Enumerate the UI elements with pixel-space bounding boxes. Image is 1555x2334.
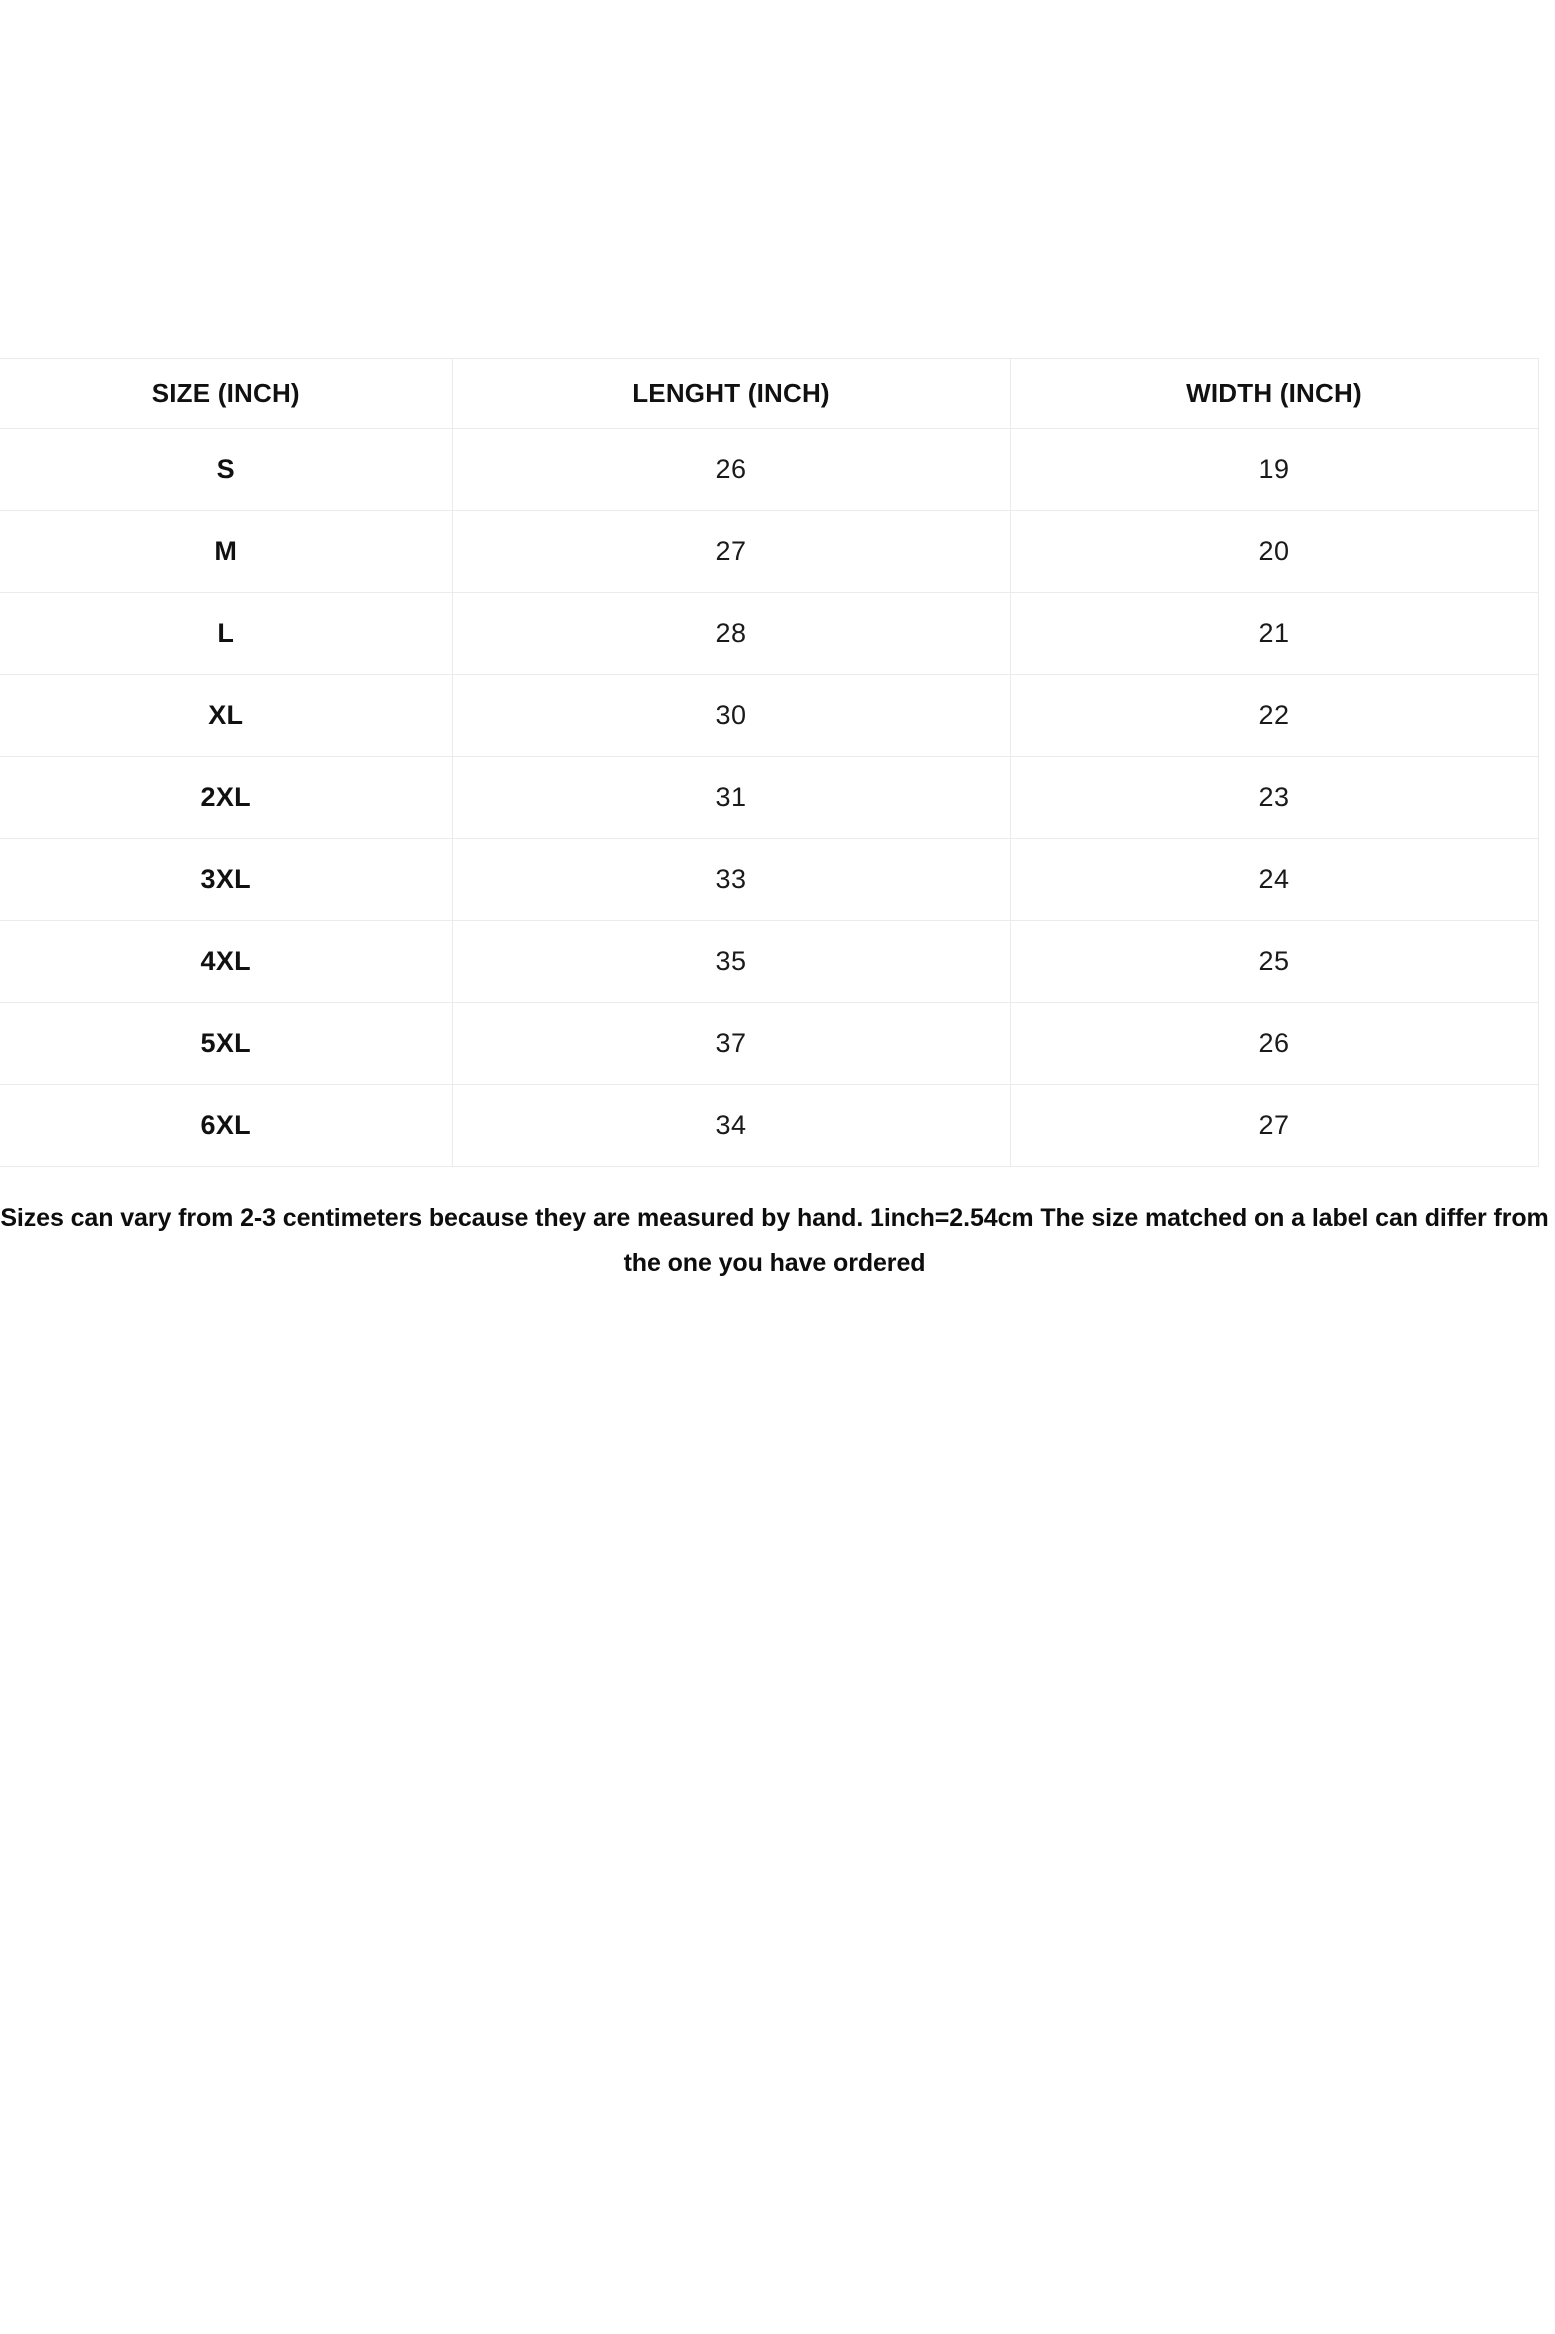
cell-length: 33 [452, 838, 1011, 921]
cell-width: 22 [1010, 674, 1539, 757]
cell-size: 5XL [0, 1002, 453, 1085]
column-header-length: LENGHT (INCH) [452, 358, 1011, 429]
table-body: S 26 19 M 27 20 L 28 21 XL 30 22 [0, 428, 1539, 1167]
cell-width: 19 [1010, 428, 1539, 511]
column-header-width: WIDTH (INCH) [1010, 358, 1539, 429]
cell-width: 24 [1010, 838, 1539, 921]
cell-size: XL [0, 674, 453, 757]
cell-width: 23 [1010, 756, 1539, 839]
table-header: SIZE (INCH) LENGHT (INCH) WIDTH (INCH) [0, 358, 1539, 429]
cell-length: 26 [452, 428, 1011, 511]
table-header-row: SIZE (INCH) LENGHT (INCH) WIDTH (INCH) [0, 358, 1539, 429]
cell-width: 26 [1010, 1002, 1539, 1085]
table-row: M 27 20 [0, 510, 1539, 593]
size-chart-table: SIZE (INCH) LENGHT (INCH) WIDTH (INCH) S… [0, 358, 1539, 1167]
cell-length: 34 [452, 1084, 1011, 1167]
table-row: S 26 19 [0, 428, 1539, 511]
table-row: 4XL 35 25 [0, 920, 1539, 1003]
cell-size: 4XL [0, 920, 453, 1003]
cell-width: 27 [1010, 1084, 1539, 1167]
cell-width: 21 [1010, 592, 1539, 675]
cell-size: L [0, 592, 453, 675]
table-row: XL 30 22 [0, 674, 1539, 757]
column-header-size: SIZE (INCH) [0, 358, 453, 429]
cell-width: 25 [1010, 920, 1539, 1003]
cell-size: 3XL [0, 838, 453, 921]
cell-size: 2XL [0, 756, 453, 839]
cell-size: 6XL [0, 1084, 453, 1167]
size-disclaimer-note: Sizes can vary from 2-3 centimeters beca… [0, 1204, 1549, 1277]
cell-width: 20 [1010, 510, 1539, 593]
table-row: L 28 21 [0, 592, 1539, 675]
table-row: 2XL 31 23 [0, 756, 1539, 839]
cell-length: 30 [452, 674, 1011, 757]
cell-length: 27 [452, 510, 1011, 593]
table-row: 6XL 34 27 [0, 1084, 1539, 1167]
cell-size: M [0, 510, 453, 593]
table-row: 3XL 33 24 [0, 838, 1539, 921]
cell-length: 31 [452, 756, 1011, 839]
table-row: 5XL 37 26 [0, 1002, 1539, 1085]
size-table-container: SIZE (INCH) LENGHT (INCH) WIDTH (INCH) S… [0, 358, 1539, 1167]
cell-length: 37 [452, 1002, 1011, 1085]
cell-length: 28 [452, 592, 1011, 675]
cell-length: 35 [452, 920, 1011, 1003]
cell-size: S [0, 428, 453, 511]
